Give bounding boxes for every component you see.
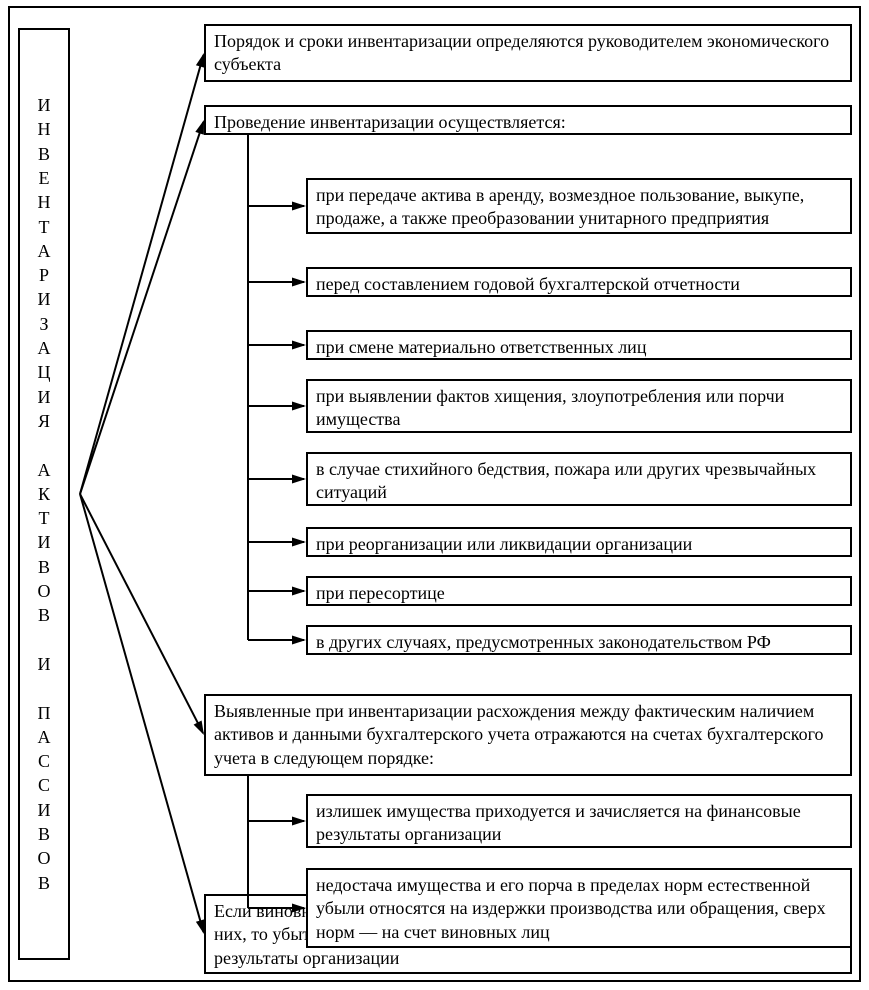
box-text: при передаче актива в аренду, возмездное… (316, 185, 804, 228)
box-sub-m2-5: в случае стихийного бедствия, пожара или… (306, 452, 852, 506)
box-text: в других случаях, предусмотренных законо… (316, 632, 771, 652)
box-text: Выявленные при инвентаризации расхождени… (214, 701, 824, 768)
vertical-title: ИНВЕНТАРИЗАЦИЯ АКТИВОВ И ПАССИВОВ (18, 28, 70, 960)
box-sub-m2-7: при пересортице (306, 576, 852, 606)
box-text: Порядок и сроки инвентаризации определяю… (214, 31, 829, 74)
box-text: при выявлении фактов хищения, злоупотреб… (316, 386, 784, 429)
box-sub-m2-1: при передаче актива в аренду, возмездное… (306, 178, 852, 234)
box-main-2: Проведение инвентаризации осуществляется… (204, 105, 852, 135)
box-text: излишек имущества приходуется и зачисляе… (316, 801, 801, 844)
box-text: недостача имущества и его порча в предел… (316, 875, 826, 942)
box-main-3: Выявленные при инвентаризации расхождени… (204, 694, 852, 776)
box-text: при пересортице (316, 583, 445, 603)
box-text: перед составлением годовой бухгалтерской… (316, 274, 740, 294)
box-text: при смене материально ответственных лиц (316, 337, 646, 357)
box-sub-m2-3: при смене материально ответственных лиц (306, 330, 852, 360)
box-text: в случае стихийного бедствия, пожара или… (316, 459, 816, 502)
box-sub-m3-1: излишек имущества приходуется и зачисляе… (306, 794, 852, 848)
box-sub-m2-8: в других случаях, предусмотренных законо… (306, 625, 852, 655)
box-sub-m2-2: перед составлением годовой бухгалтерской… (306, 267, 852, 297)
box-sub-m2-6: при реорганизации или ликвидации организ… (306, 527, 852, 557)
box-main-1: Порядок и сроки инвентаризации определяю… (204, 24, 852, 82)
box-text: при реорганизации или ликвидации организ… (316, 534, 692, 554)
box-sub-m2-4: при выявлении фактов хищения, злоупотреб… (306, 379, 852, 433)
box-sub-m3-2: недостача имущества и его порча в предел… (306, 868, 852, 948)
box-text: Проведение инвентаризации осуществляется… (214, 112, 566, 132)
